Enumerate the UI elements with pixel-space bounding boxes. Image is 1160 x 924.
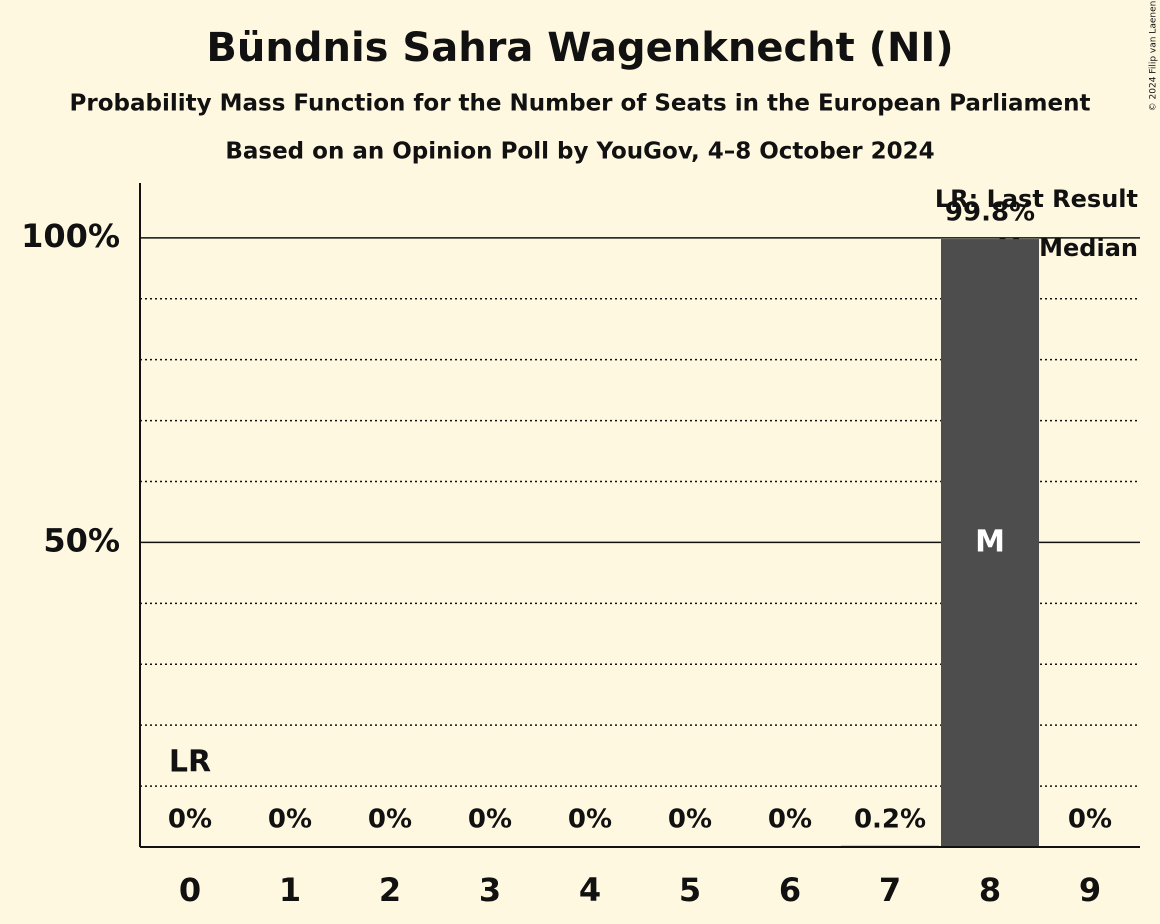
x-tick-label: 8 — [979, 871, 1001, 909]
value-label: 0% — [1068, 805, 1112, 835]
chart-title: Bündnis Sahra Wagenknecht (NI) — [206, 25, 953, 71]
y-tick-label: 50% — [43, 521, 120, 559]
x-tick-label: 1 — [279, 871, 301, 909]
value-label: 0% — [568, 805, 612, 835]
x-tick-label: 9 — [1079, 871, 1101, 909]
copyright: © 2024 Filip van Laenen — [1149, 1, 1159, 112]
x-tick-label: 3 — [479, 871, 501, 909]
x-tick-label: 5 — [679, 871, 701, 909]
y-tick-label: 100% — [21, 217, 120, 255]
value-label: 0% — [768, 805, 812, 835]
value-label: 99.8% — [945, 198, 1035, 228]
x-tick-label: 4 — [579, 871, 601, 909]
value-label: 0% — [468, 805, 512, 835]
chart-subtitle: Based on an Opinion Poll by YouGov, 4–8 … — [225, 139, 934, 165]
x-tick-label: 2 — [379, 871, 401, 909]
bar — [941, 239, 1039, 847]
annotation: M — [975, 525, 1005, 560]
value-label: 0% — [368, 805, 412, 835]
value-label: 0.2% — [854, 805, 926, 835]
value-label: 0% — [668, 805, 712, 835]
legend-entry: LR: Last Result — [935, 185, 1138, 213]
x-tick-label: 7 — [879, 871, 901, 909]
x-tick-label: 6 — [779, 871, 801, 909]
x-tick-label: 0 — [179, 871, 201, 909]
value-label: 0% — [268, 805, 312, 835]
chart-subtitle: Probability Mass Function for the Number… — [70, 91, 1091, 117]
value-label: 0% — [168, 805, 212, 835]
annotation: LR — [169, 745, 211, 780]
